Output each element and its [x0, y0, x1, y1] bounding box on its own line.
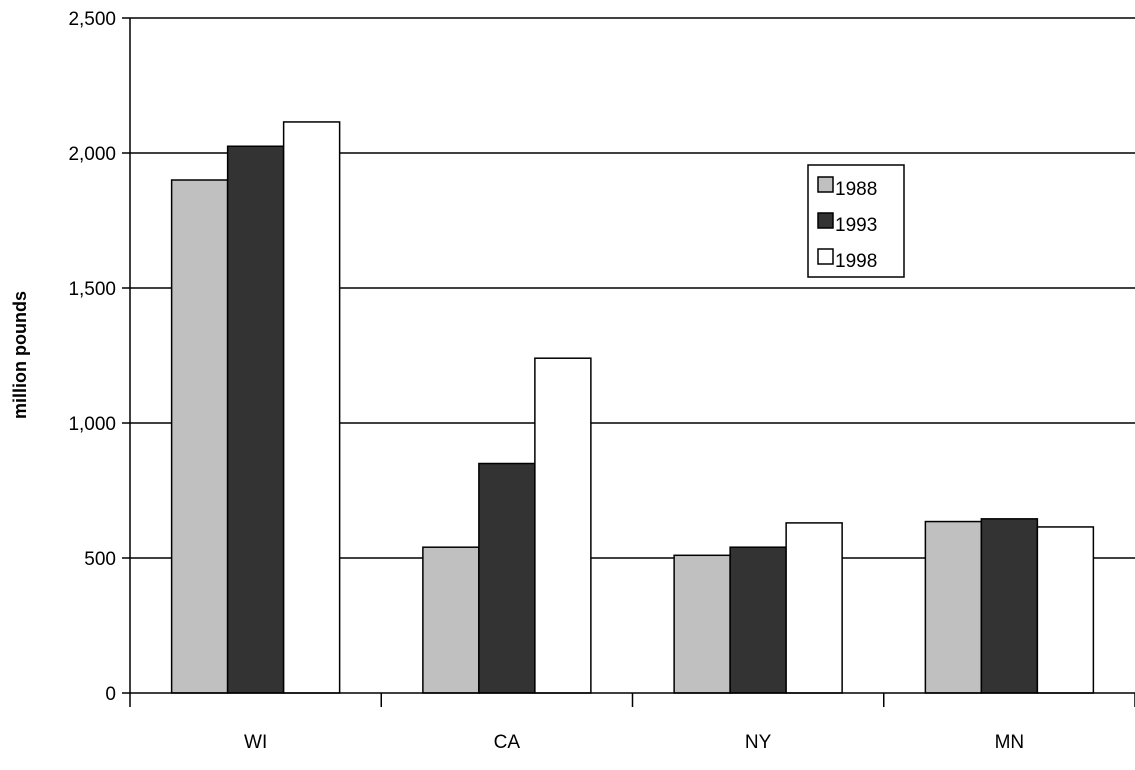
bar-mn-1998 [1037, 527, 1093, 693]
legend-label-1988: 1988 [835, 179, 877, 200]
bar-ny-1988 [674, 555, 730, 693]
y-tick-label-500: 500 [84, 549, 116, 570]
y-tick-label-2,500: 2,500 [68, 9, 116, 30]
y-tick-label-1,500: 1,500 [68, 279, 116, 300]
y-tick-label-0: 0 [105, 684, 116, 705]
legend-label-1998: 1998 [835, 251, 877, 272]
bar-ca-1993 [479, 464, 535, 694]
bar-wi-1988 [172, 180, 228, 693]
y-tick-label-2,000: 2,000 [68, 144, 116, 165]
legend-swatch-1998 [818, 249, 833, 264]
x-tick-label-ca: CA [494, 732, 521, 753]
legend-swatch-1993 [818, 213, 833, 228]
y-tick-label-1,000: 1,000 [68, 414, 116, 435]
bar-mn-1988 [925, 522, 981, 693]
bar-ca-1998 [535, 358, 591, 693]
bar-ny-1998 [786, 523, 842, 693]
legend-label-1993: 1993 [835, 215, 877, 236]
bar-ny-1993 [730, 547, 786, 693]
legend: 1988 1993 1998 [808, 165, 904, 277]
x-tick-label-mn: MN [995, 732, 1025, 753]
bar-wi-1998 [284, 122, 340, 693]
x-tick-label-ny: NY [745, 732, 772, 753]
bar-wi-1993 [228, 146, 284, 693]
x-tick-label-wi: WI [244, 732, 267, 753]
y-axis-title: million pounds [10, 291, 30, 419]
bar-ca-1988 [423, 547, 479, 693]
bars [172, 122, 1094, 693]
legend-swatch-1988 [818, 177, 833, 192]
bar-mn-1993 [981, 519, 1037, 693]
